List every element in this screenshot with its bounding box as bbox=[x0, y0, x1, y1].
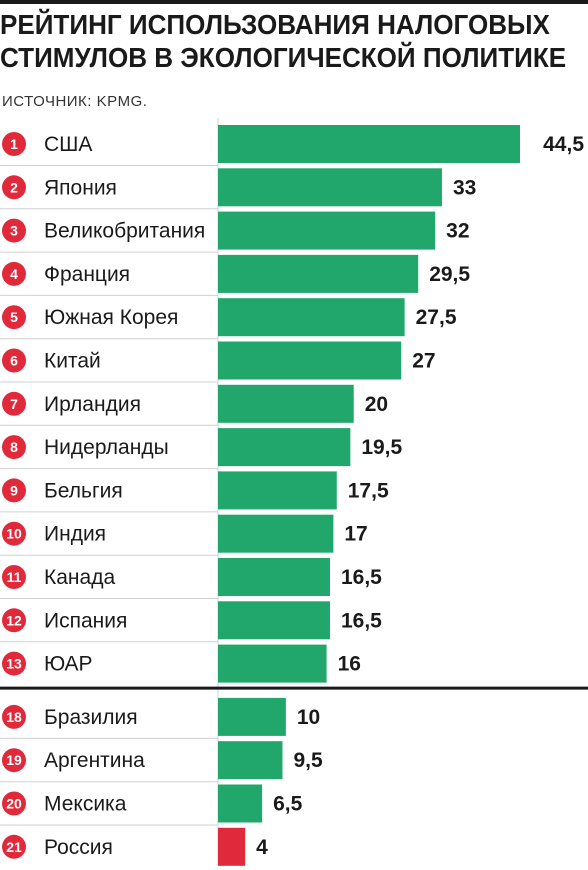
category-label-16: Мексика bbox=[44, 793, 127, 816]
rank-badge-17 bbox=[2, 834, 26, 859]
category-label-11: Канада bbox=[44, 566, 115, 589]
value-label-11: 16,5 bbox=[341, 566, 382, 589]
rank-number-11: 11 bbox=[7, 569, 22, 585]
rank-badge-2 bbox=[2, 175, 26, 200]
rank-badge-8 bbox=[2, 435, 26, 460]
bar-4 bbox=[218, 254, 419, 293]
rank-badge-3 bbox=[2, 218, 26, 243]
chart-title-line-2: СТИМУЛОВ В ЭКОЛОГИЧЕСКОЙ ПОЛИТИКЕ bbox=[0, 42, 567, 73]
value-label-16: 6,5 bbox=[273, 793, 303, 816]
bar-8 bbox=[218, 428, 351, 467]
bar-2 bbox=[218, 168, 442, 207]
category-label-6: Китай bbox=[44, 350, 101, 373]
value-label-5: 27,5 bbox=[416, 306, 457, 329]
category-label-3: Великобритания bbox=[44, 220, 205, 243]
rank-number-9: 9 bbox=[10, 482, 18, 498]
category-label-8: Нидерланды bbox=[44, 436, 169, 459]
rank-badge-16 bbox=[2, 791, 26, 816]
category-label-12: Испания bbox=[44, 609, 127, 632]
rank-number-10: 10 bbox=[6, 526, 22, 542]
value-label-12: 16,5 bbox=[341, 609, 382, 632]
category-label-5: Южная Корея bbox=[44, 306, 178, 329]
category-label-13: ЮАР bbox=[44, 653, 93, 676]
rank-badge-14 bbox=[2, 704, 26, 729]
rank-number-4: 4 bbox=[10, 266, 18, 282]
value-label-2: 33 bbox=[453, 176, 476, 199]
rank-badge-1 bbox=[2, 132, 26, 156]
rank-number-2: 2 bbox=[10, 179, 18, 195]
rank-number-5: 5 bbox=[10, 309, 18, 325]
bar-13 bbox=[218, 644, 327, 683]
value-label-17: 4 bbox=[256, 836, 268, 859]
chart-title-line-1: РЕЙТИНГ ИСПОЛЬЗОВАНИЯ НАЛОГОВЫХ bbox=[0, 9, 550, 40]
rank-badge-4 bbox=[2, 261, 26, 286]
value-label-14: 10 bbox=[297, 706, 320, 729]
rank-number-7: 7 bbox=[10, 396, 18, 412]
value-label-4: 29,5 bbox=[429, 263, 470, 286]
bar-12 bbox=[218, 601, 330, 640]
bar-3 bbox=[218, 211, 436, 250]
rank-badge-9 bbox=[2, 478, 26, 503]
rank-badge-11 bbox=[2, 565, 26, 589]
rank-number-17: 21 bbox=[6, 839, 22, 855]
bar-14 bbox=[218, 697, 286, 736]
category-label-4: Франция bbox=[44, 263, 130, 286]
rank-badge-7 bbox=[2, 391, 26, 416]
rank-number-13: 13 bbox=[6, 656, 22, 672]
bar-10 bbox=[218, 514, 334, 553]
value-label-7: 20 bbox=[365, 393, 388, 416]
rank-badge-5 bbox=[2, 305, 26, 330]
bar-17 bbox=[218, 827, 246, 866]
bar-1 bbox=[218, 125, 520, 163]
rank-badge-10 bbox=[2, 521, 26, 546]
chart-title: РЕЙТИНГ ИСПОЛЬЗОВАНИЯ НАЛОГОВЫХ СТИМУЛОВ… bbox=[0, 8, 567, 74]
bar-11 bbox=[218, 558, 330, 596]
category-label-17: Россия bbox=[44, 836, 113, 859]
category-label-10: Индия bbox=[44, 523, 106, 546]
value-label-9: 17,5 bbox=[348, 479, 389, 502]
bar-7 bbox=[218, 384, 354, 423]
rank-number-6: 6 bbox=[10, 353, 18, 369]
rank-number-12: 12 bbox=[6, 612, 22, 628]
rank-number-3: 3 bbox=[10, 223, 18, 239]
value-label-10: 17 bbox=[344, 523, 367, 546]
value-label-8: 19,5 bbox=[361, 436, 402, 459]
rank-number-16: 20 bbox=[6, 796, 22, 812]
rank-number-8: 8 bbox=[10, 439, 18, 455]
bar-15 bbox=[218, 741, 283, 780]
category-label-9: Бельгия bbox=[44, 479, 123, 502]
category-label-2: Япония bbox=[44, 176, 117, 199]
category-label-1: США bbox=[44, 133, 92, 156]
rank-badge-15 bbox=[2, 748, 26, 773]
value-label-15: 9,5 bbox=[293, 749, 323, 772]
category-label-14: Бразилия bbox=[44, 706, 138, 729]
rank-badge-12 bbox=[2, 608, 26, 633]
category-label-7: Ирландия bbox=[44, 393, 141, 416]
rank-number-15: 19 bbox=[6, 752, 22, 768]
rank-number-14: 18 bbox=[6, 709, 22, 725]
rank-badge-13 bbox=[2, 651, 26, 676]
rank-number-1: 1 bbox=[10, 136, 18, 152]
value-label-1: 44,5 bbox=[543, 133, 584, 156]
top-rule bbox=[0, 0, 588, 4]
value-label-3: 32 bbox=[446, 220, 469, 243]
bar-6 bbox=[218, 341, 402, 380]
rank-badge-6 bbox=[2, 348, 26, 373]
value-label-6: 27 bbox=[412, 350, 435, 373]
category-label-15: Аргентина bbox=[44, 749, 145, 772]
bar-16 bbox=[218, 784, 263, 823]
source-note: ИСТОЧНИК: KPMG. bbox=[2, 93, 148, 110]
bar-5 bbox=[218, 298, 405, 337]
bar-9 bbox=[218, 471, 337, 510]
value-label-13: 16 bbox=[338, 653, 361, 676]
